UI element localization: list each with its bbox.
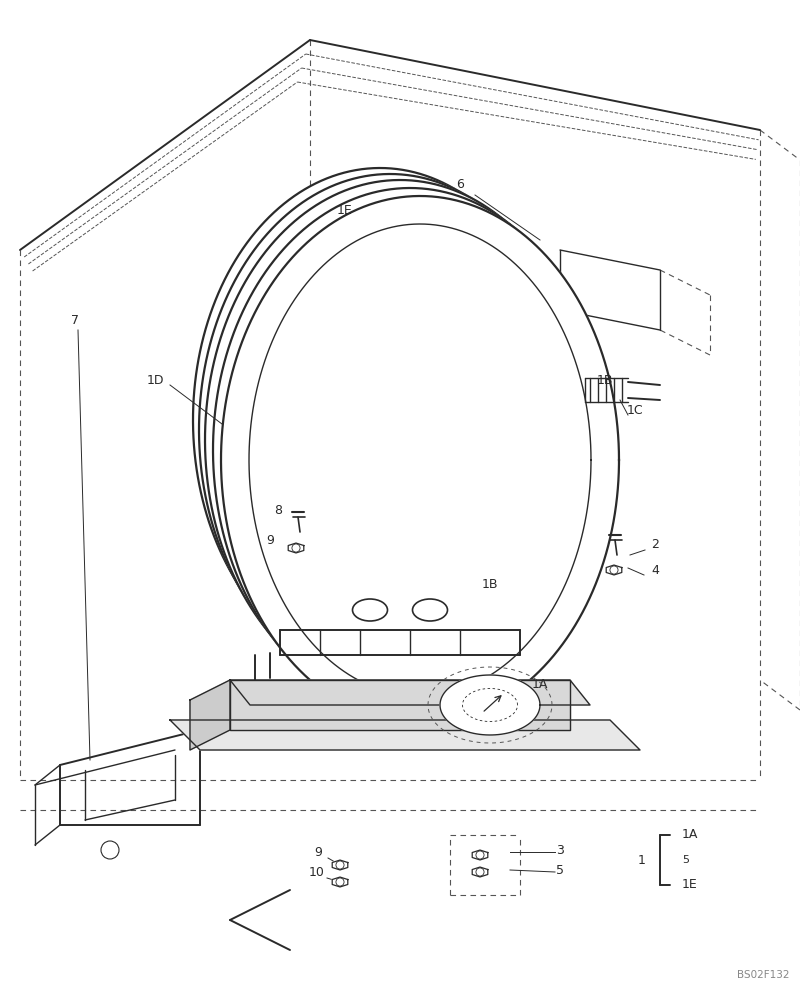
Polygon shape bbox=[170, 720, 640, 750]
Polygon shape bbox=[199, 174, 581, 686]
Text: 3: 3 bbox=[556, 844, 564, 856]
Polygon shape bbox=[221, 196, 619, 724]
Circle shape bbox=[292, 544, 300, 552]
Polygon shape bbox=[472, 850, 488, 860]
Polygon shape bbox=[230, 680, 590, 705]
Text: 2: 2 bbox=[651, 538, 659, 552]
Circle shape bbox=[101, 841, 119, 859]
Polygon shape bbox=[190, 680, 230, 750]
Text: 1: 1 bbox=[638, 854, 646, 866]
Text: 9: 9 bbox=[266, 534, 274, 546]
Circle shape bbox=[610, 566, 618, 574]
Text: 5: 5 bbox=[682, 855, 689, 865]
Text: 1B: 1B bbox=[482, 578, 498, 591]
Circle shape bbox=[476, 851, 484, 859]
Text: 4: 4 bbox=[651, 564, 659, 576]
Circle shape bbox=[336, 878, 344, 886]
Polygon shape bbox=[440, 675, 540, 735]
Text: 7: 7 bbox=[71, 314, 79, 326]
Ellipse shape bbox=[413, 599, 447, 621]
Ellipse shape bbox=[353, 599, 387, 621]
Polygon shape bbox=[205, 180, 595, 700]
Text: 10: 10 bbox=[309, 865, 325, 879]
Polygon shape bbox=[606, 565, 622, 575]
Polygon shape bbox=[193, 168, 567, 672]
Polygon shape bbox=[213, 188, 607, 712]
Text: 1E: 1E bbox=[337, 204, 353, 217]
Polygon shape bbox=[230, 680, 570, 730]
Polygon shape bbox=[332, 860, 348, 870]
Polygon shape bbox=[472, 867, 488, 877]
Circle shape bbox=[476, 868, 484, 876]
Text: 9: 9 bbox=[314, 846, 322, 858]
Text: 1A: 1A bbox=[532, 678, 548, 692]
Text: 1E: 1E bbox=[682, 879, 698, 892]
Text: 1D: 1D bbox=[146, 373, 164, 386]
Polygon shape bbox=[288, 543, 304, 553]
Text: 1A: 1A bbox=[682, 828, 698, 842]
Text: 8: 8 bbox=[274, 504, 282, 516]
Polygon shape bbox=[332, 877, 348, 887]
Circle shape bbox=[336, 861, 344, 869]
Text: 5: 5 bbox=[556, 863, 564, 876]
Text: 1C: 1C bbox=[626, 403, 643, 416]
Text: 1B: 1B bbox=[597, 373, 614, 386]
Text: 6: 6 bbox=[456, 178, 464, 192]
Text: BS02F132: BS02F132 bbox=[738, 970, 790, 980]
